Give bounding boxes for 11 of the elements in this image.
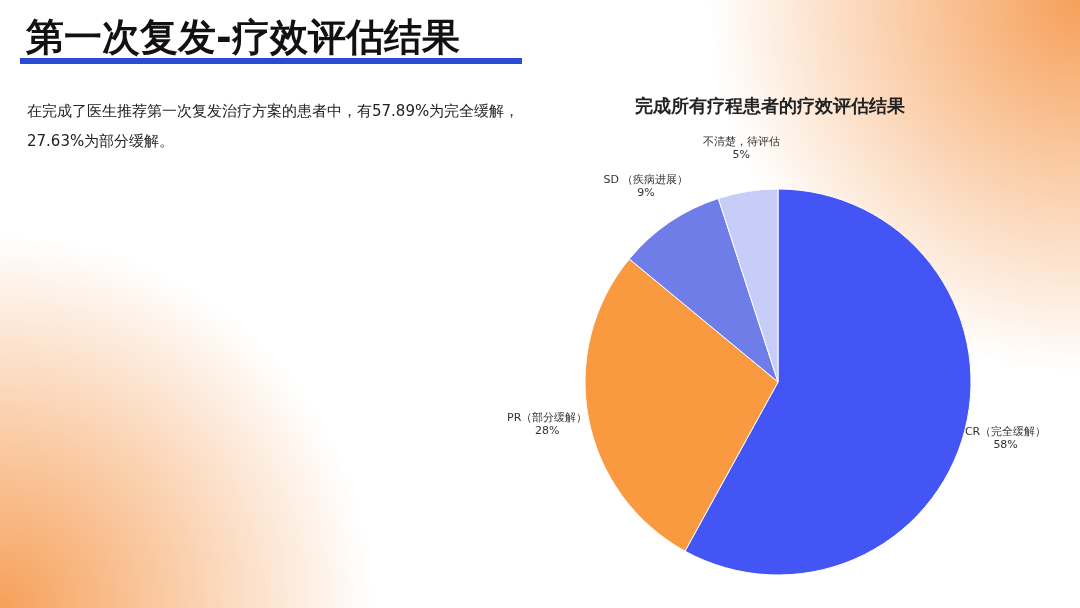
data-label: 9% <box>637 185 655 199</box>
slice-label: SD （疾病进展） <box>603 172 689 186</box>
slice-label: CR（完全缓解） <box>964 425 1047 439</box>
chart-subtitle: 完成所有疗程患者的疗效评估结果 <box>634 94 906 118</box>
data-label: 5% <box>732 147 750 161</box>
data-label: 58% <box>993 438 1018 452</box>
slice-label: PR（部分缓解） <box>507 411 588 425</box>
data-label: 28% <box>534 424 560 438</box>
text: 在完成了医生推荐第一次复发治疗方案的患者中，有57.89%为完全缓解，27.63%为部分缓解。 <box>27 101 521 152</box>
slice-label: 不清楚，待评估 <box>702 134 780 148</box>
chart-title: 第一次复发-疗效评估结果 <box>26 14 460 61</box>
